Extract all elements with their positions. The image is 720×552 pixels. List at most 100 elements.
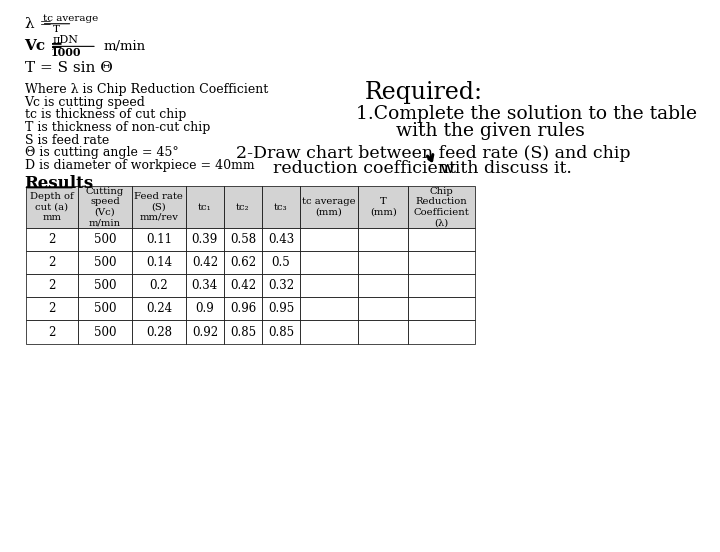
- FancyBboxPatch shape: [359, 297, 408, 320]
- Text: T = S sin Θ: T = S sin Θ: [24, 61, 112, 76]
- Text: tc average
(mm): tc average (mm): [302, 197, 356, 217]
- Text: Chip
Reduction
Coefficient
(λ): Chip Reduction Coefficient (λ): [414, 187, 469, 227]
- FancyBboxPatch shape: [224, 251, 262, 274]
- FancyBboxPatch shape: [26, 320, 78, 343]
- FancyBboxPatch shape: [359, 251, 408, 274]
- Text: m/min: m/min: [103, 40, 145, 53]
- FancyBboxPatch shape: [224, 187, 262, 227]
- FancyBboxPatch shape: [408, 227, 474, 251]
- FancyBboxPatch shape: [359, 187, 408, 227]
- Text: tc average: tc average: [43, 14, 98, 23]
- Text: Vc =: Vc =: [24, 39, 69, 54]
- Text: 0.43: 0.43: [268, 233, 294, 246]
- FancyBboxPatch shape: [300, 274, 359, 297]
- Text: 1000: 1000: [50, 47, 81, 58]
- FancyBboxPatch shape: [262, 251, 300, 274]
- Text: 0.32: 0.32: [268, 279, 294, 292]
- FancyBboxPatch shape: [26, 274, 78, 297]
- FancyBboxPatch shape: [186, 320, 224, 343]
- Text: Results: Results: [24, 175, 94, 192]
- FancyBboxPatch shape: [78, 251, 132, 274]
- Text: 0.62: 0.62: [230, 256, 256, 269]
- FancyBboxPatch shape: [262, 297, 300, 320]
- Text: 0.96: 0.96: [230, 302, 256, 315]
- Text: 0.85: 0.85: [230, 326, 256, 338]
- Text: reduction coefficient: reduction coefficient: [273, 161, 456, 177]
- Text: 0.5: 0.5: [271, 256, 290, 269]
- Text: 0.24: 0.24: [145, 302, 172, 315]
- FancyBboxPatch shape: [359, 274, 408, 297]
- FancyBboxPatch shape: [186, 187, 224, 227]
- FancyBboxPatch shape: [300, 320, 359, 343]
- Text: 0.34: 0.34: [192, 279, 218, 292]
- FancyBboxPatch shape: [224, 274, 262, 297]
- Text: 0.14: 0.14: [145, 256, 172, 269]
- Text: 0.9: 0.9: [196, 302, 215, 315]
- FancyBboxPatch shape: [186, 297, 224, 320]
- FancyBboxPatch shape: [26, 227, 78, 251]
- Text: 500: 500: [94, 326, 116, 338]
- FancyBboxPatch shape: [186, 227, 224, 251]
- Text: 2-Draw chart between feed rate (S) and chip: 2-Draw chart between feed rate (S) and c…: [236, 145, 631, 162]
- Text: with the given rules: with the given rules: [395, 123, 585, 140]
- Text: 0.42: 0.42: [192, 256, 218, 269]
- FancyBboxPatch shape: [408, 320, 474, 343]
- Text: T: T: [53, 25, 60, 34]
- Text: 0.11: 0.11: [146, 233, 172, 246]
- Text: with discuss it.: with discuss it.: [441, 161, 572, 177]
- Text: 500: 500: [94, 279, 116, 292]
- Text: T is thickness of non-cut chip: T is thickness of non-cut chip: [24, 121, 210, 134]
- FancyBboxPatch shape: [262, 187, 300, 227]
- FancyBboxPatch shape: [224, 227, 262, 251]
- FancyBboxPatch shape: [408, 297, 474, 320]
- Text: 0.85: 0.85: [268, 326, 294, 338]
- FancyBboxPatch shape: [78, 297, 132, 320]
- Text: tc₁: tc₁: [198, 203, 212, 211]
- FancyBboxPatch shape: [408, 274, 474, 297]
- FancyBboxPatch shape: [408, 187, 474, 227]
- FancyBboxPatch shape: [78, 274, 132, 297]
- Text: Θ is cutting angle = 45°: Θ is cutting angle = 45°: [24, 146, 179, 160]
- Text: Vc is cutting speed: Vc is cutting speed: [24, 95, 145, 109]
- Text: Where λ is Chip Reduction Coefficient: Where λ is Chip Reduction Coefficient: [24, 83, 268, 96]
- Text: tc₃: tc₃: [274, 203, 288, 211]
- Text: λ =: λ =: [24, 17, 57, 31]
- FancyBboxPatch shape: [300, 227, 359, 251]
- Text: Feed rate
(S)
mm/rev: Feed rate (S) mm/rev: [135, 192, 184, 222]
- FancyBboxPatch shape: [262, 227, 300, 251]
- FancyBboxPatch shape: [359, 227, 408, 251]
- FancyBboxPatch shape: [132, 251, 186, 274]
- Text: 2: 2: [48, 279, 55, 292]
- Text: 0.39: 0.39: [192, 233, 218, 246]
- FancyBboxPatch shape: [262, 274, 300, 297]
- Text: 2: 2: [48, 256, 55, 269]
- FancyBboxPatch shape: [408, 251, 474, 274]
- Text: 2: 2: [48, 233, 55, 246]
- Text: tc₂: tc₂: [236, 203, 250, 211]
- FancyBboxPatch shape: [262, 320, 300, 343]
- Text: 500: 500: [94, 256, 116, 269]
- FancyBboxPatch shape: [132, 227, 186, 251]
- Text: D is diameter of workpiece = 40mm: D is diameter of workpiece = 40mm: [24, 159, 254, 172]
- Text: 0.2: 0.2: [150, 279, 168, 292]
- Text: 500: 500: [94, 233, 116, 246]
- Text: 500: 500: [94, 302, 116, 315]
- FancyBboxPatch shape: [300, 297, 359, 320]
- FancyBboxPatch shape: [132, 320, 186, 343]
- Text: 0.95: 0.95: [268, 302, 294, 315]
- Text: 0.92: 0.92: [192, 326, 218, 338]
- Text: 0.42: 0.42: [230, 279, 256, 292]
- Text: S is feed rate: S is feed rate: [24, 134, 109, 147]
- Text: Cutting
speed
(Vc)
m/min: Cutting speed (Vc) m/min: [86, 187, 124, 227]
- Text: 2: 2: [48, 302, 55, 315]
- Text: 1.Complete the solution to the table: 1.Complete the solution to the table: [356, 105, 697, 123]
- FancyBboxPatch shape: [26, 187, 78, 227]
- FancyBboxPatch shape: [359, 320, 408, 343]
- Text: πDN: πDN: [53, 35, 78, 45]
- FancyBboxPatch shape: [132, 274, 186, 297]
- FancyBboxPatch shape: [78, 227, 132, 251]
- FancyBboxPatch shape: [132, 297, 186, 320]
- FancyBboxPatch shape: [186, 251, 224, 274]
- Text: Depth of
cut (a)
mm: Depth of cut (a) mm: [30, 192, 73, 222]
- FancyBboxPatch shape: [132, 187, 186, 227]
